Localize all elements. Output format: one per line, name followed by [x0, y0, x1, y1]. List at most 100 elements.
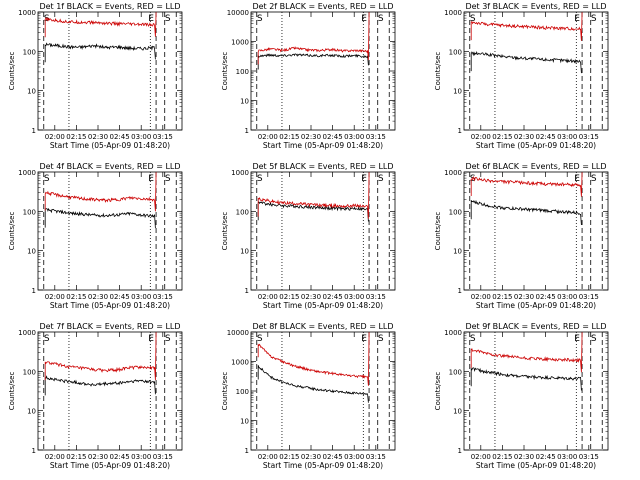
y-tick-label: 10 — [240, 98, 249, 106]
x-tick-label: 02:15 — [279, 293, 299, 301]
y-tick-label: 1000 — [231, 39, 249, 47]
y-tick-label: 1 — [458, 447, 462, 455]
y-tick-label: 10000 — [227, 9, 249, 17]
series-lld-line — [470, 332, 583, 373]
plot-frame — [250, 171, 396, 291]
y-tick-label: 100 — [449, 48, 462, 56]
y-tick-label: 1 — [245, 287, 249, 295]
x-tick-label: 03:00 — [344, 293, 364, 301]
y-axis-label: Counts/sec — [8, 52, 16, 91]
chart-panel-7: Det 7f BLACK = Events, RED = LLD 1 10 100 10… — [8, 322, 183, 470]
x-tick-label: 02:00 — [258, 293, 278, 301]
y-tick-label: 10 — [240, 248, 249, 256]
x-tick-label: 02:15 — [492, 453, 512, 461]
segment-marker: S — [44, 334, 50, 344]
x-tick-label: 02:45 — [536, 293, 556, 301]
y-tick-label: 100 — [23, 208, 36, 216]
segment-marker: E — [148, 334, 154, 344]
chart-panel-8: Det 8f BLACK = Events, RED = LLD 1 10 100 10… — [221, 322, 396, 470]
y-axis-label: Counts/sec — [434, 52, 442, 91]
y-tick-label: 10 — [453, 88, 462, 96]
chart-panel-9: Det 9f BLACK = Events, RED = LLD 1 10 100 10… — [434, 322, 609, 470]
y-tick-label: 1000 — [231, 359, 249, 367]
chart-title: Det 8f BLACK = Events, RED = LLD — [252, 322, 393, 331]
y-tick-label: 10000 — [227, 329, 249, 337]
x-tick-label: 02:30 — [301, 133, 321, 141]
series-lld-line — [44, 172, 157, 212]
series-lld-line — [470, 12, 583, 41]
y-tick-label: 10 — [453, 408, 462, 416]
x-axis-label: Start Time (05-Apr-09 01:48:20) — [263, 461, 383, 470]
x-axis-label: Start Time (05-Apr-09 01:48:20) — [476, 461, 596, 470]
segment-marker: S — [257, 334, 263, 344]
x-axis-label: Start Time (05-Apr-09 01:48:20) — [50, 301, 170, 310]
x-tick-label: 03:00 — [131, 133, 151, 141]
x-tick-label: 02:00 — [471, 293, 491, 301]
segment-marker: S — [591, 14, 597, 24]
chart-title: Det 2f BLACK = Events, RED = LLD — [252, 2, 393, 11]
y-tick-label: 10 — [27, 408, 36, 416]
series-events-line — [470, 50, 582, 74]
x-tick-label: 03:15 — [579, 133, 599, 141]
x-tick-label: 02:15 — [66, 133, 86, 141]
x-tick-label: 03:00 — [131, 293, 151, 301]
series-events-line — [470, 199, 582, 226]
segment-marker: S — [378, 14, 384, 24]
segment-marker: S — [44, 174, 50, 184]
chart-title: Det 1f BLACK = Events, RED = LLD — [39, 2, 180, 11]
chart-panel-5: Det 5f BLACK = Events, RED = LLD 1 10 100 10… — [221, 162, 396, 310]
y-tick-label: 100 — [449, 208, 462, 216]
series-events-line — [44, 42, 156, 63]
plot-frame — [37, 331, 183, 451]
y-tick-label: 100 — [236, 208, 249, 216]
x-tick-label: 02:45 — [323, 453, 343, 461]
chart-title: Det 7f BLACK = Events, RED = LLD — [39, 322, 180, 331]
chart-title: Det 4f BLACK = Events, RED = LLD — [39, 162, 180, 171]
y-tick-label: 1000 — [231, 169, 249, 177]
series-events-line — [257, 365, 369, 403]
segment-marker: E — [148, 174, 154, 184]
chart-title: Det 6f BLACK = Events, RED = LLD — [465, 162, 606, 171]
series-lld-line — [257, 172, 370, 219]
x-tick-label: 02:30 — [88, 453, 108, 461]
x-tick-label: 03:00 — [344, 453, 364, 461]
y-tick-label: 1 — [32, 447, 36, 455]
y-tick-label: 1 — [32, 127, 36, 135]
x-tick-label: 02:00 — [471, 453, 491, 461]
x-tick-label: 02:15 — [279, 133, 299, 141]
x-tick-label: 03:15 — [366, 133, 386, 141]
x-tick-label: 03:15 — [579, 293, 599, 301]
y-tick-label: 1000 — [444, 329, 462, 337]
x-axis-label: Start Time (05-Apr-09 01:48:20) — [263, 141, 383, 150]
y-tick-label: 100 — [23, 368, 36, 376]
chart-panel-2: Det 2f BLACK = Events, RED = LLD 1 10 100 10… — [221, 2, 396, 150]
plot-frame — [250, 331, 396, 451]
series-lld-line — [470, 172, 583, 197]
x-axis-label: Start Time (05-Apr-09 01:48:20) — [50, 141, 170, 150]
x-axis-label: Start Time (05-Apr-09 01:48:20) — [476, 301, 596, 310]
plot-frame — [37, 11, 183, 131]
y-tick-label: 1 — [245, 127, 249, 135]
x-tick-label: 02:30 — [301, 453, 321, 461]
x-tick-label: 02:15 — [492, 133, 512, 141]
y-axis-label: Counts/sec — [221, 372, 229, 411]
x-tick-label: 02:00 — [45, 453, 65, 461]
segment-marker: E — [148, 14, 154, 24]
series-lld-line — [44, 12, 157, 38]
x-tick-label: 03:00 — [557, 293, 577, 301]
segment-marker: S — [165, 334, 171, 344]
plot-frame — [463, 11, 609, 131]
chart-panel-3: Det 3f BLACK = Events, RED = LLD 1 10 100 10… — [434, 2, 609, 150]
x-tick-label: 03:00 — [344, 133, 364, 141]
segment-marker: S — [165, 14, 171, 24]
segment-marker: S — [165, 174, 171, 184]
x-tick-label: 02:45 — [110, 133, 130, 141]
y-tick-label: 1000 — [18, 9, 36, 17]
x-tick-label: 02:30 — [88, 133, 108, 141]
series-lld-line — [44, 332, 157, 381]
plot-frame — [250, 11, 396, 131]
x-tick-label: 03:15 — [153, 453, 173, 461]
y-tick-label: 1000 — [444, 9, 462, 17]
series-events-line — [44, 375, 156, 396]
x-tick-label: 02:45 — [536, 453, 556, 461]
